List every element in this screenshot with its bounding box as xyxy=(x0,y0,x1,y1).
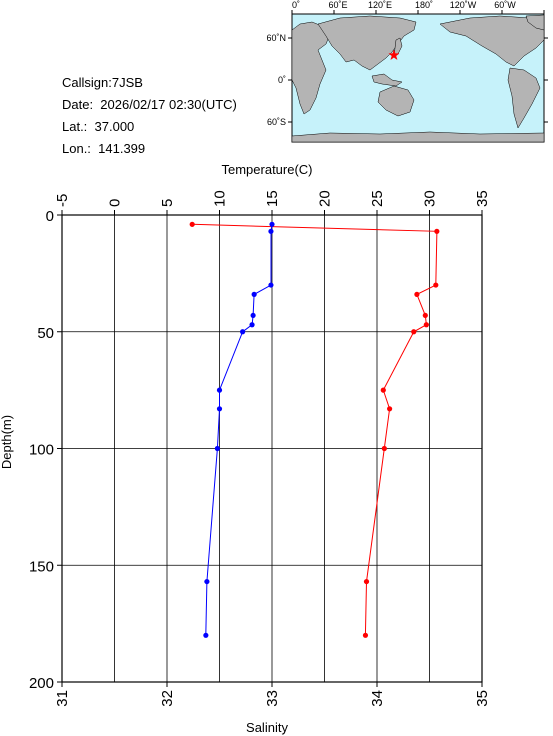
temperature-point xyxy=(414,291,420,297)
temperature-tick-label: 5 xyxy=(159,199,176,207)
map-land-australia xyxy=(377,85,415,117)
salinity-point xyxy=(249,322,255,328)
salinity-point xyxy=(203,632,209,638)
map-land-south-america xyxy=(507,67,541,129)
map-land-antarctica xyxy=(291,131,545,143)
salinity-tick-label: 34 xyxy=(369,690,386,707)
callsign-text: Callsign:7JSB xyxy=(62,75,143,90)
map-land-north-america xyxy=(439,15,545,67)
salinity-point xyxy=(251,291,257,297)
longitude-text: Lon.: 141.399 xyxy=(62,141,146,156)
salinity-point xyxy=(269,221,275,227)
map-land-greenland xyxy=(525,14,545,31)
map-lat-tick-0: 0˚ xyxy=(278,75,286,85)
temperature-tick-label: 35 xyxy=(474,190,491,207)
map-lon-tick-120w: 120˚W xyxy=(450,0,477,10)
temperature-point xyxy=(434,228,440,234)
depth-tick-label: 50 xyxy=(37,325,54,342)
temperature-tick-label: 10 xyxy=(212,190,229,207)
salinity-point xyxy=(250,312,256,319)
temperature-axis-label: Temperature(C) xyxy=(221,162,312,177)
map-frame-ticks xyxy=(288,10,548,123)
salinity-tick-label: 33 xyxy=(264,690,281,707)
depth-tick-label: 150 xyxy=(29,558,54,575)
salinity-point xyxy=(240,329,246,335)
temperature-line xyxy=(192,223,438,636)
temperature-point xyxy=(433,282,439,288)
salinity-point xyxy=(268,228,274,234)
depth-tick-label: 0 xyxy=(46,208,54,225)
temperature-tick-label: 25 xyxy=(369,190,386,207)
star-icon xyxy=(388,49,400,61)
map-lon-tick-180: 180˚ xyxy=(415,0,433,10)
temperature-tick-label: -5 xyxy=(54,194,71,207)
world-map: 0˚ 60˚E 120˚E 180˚ 120˚W 60˚W 60˚N 0˚ 60… xyxy=(266,0,548,143)
temperature-point xyxy=(422,312,428,319)
temperature-point xyxy=(423,322,429,328)
temperature-point xyxy=(381,445,387,452)
temperature-tick-label: 15 xyxy=(264,190,281,207)
map-lon-tick-60e: 60˚E xyxy=(328,0,347,10)
temperature-tick-label: 0 xyxy=(107,199,124,207)
temperature-point xyxy=(380,387,386,393)
temperature-point xyxy=(189,221,195,227)
depth-axis-label: Depth(m) xyxy=(0,415,14,469)
salinity-point xyxy=(216,387,223,393)
map-land-asia xyxy=(317,15,417,71)
depth-tick-label: 200 xyxy=(29,675,54,692)
temperature-point xyxy=(363,578,370,585)
salinity-axis-label: Salinity xyxy=(246,720,288,735)
salinity-point xyxy=(214,445,220,452)
chart-series xyxy=(189,221,440,638)
temperature-point xyxy=(387,406,393,412)
salinity-point xyxy=(204,578,210,585)
map-lat-tick-60n: 60˚N xyxy=(266,33,286,43)
map-lat-tick-60s: 60˚S xyxy=(267,117,286,127)
station-info: Callsign:7JSB Date: 2026/02/17 02:30(UTC… xyxy=(62,72,237,160)
salinity-line xyxy=(205,224,273,636)
latitude-text: Lat.: 37.000 xyxy=(62,119,135,134)
temperature-tick-label: 20 xyxy=(317,190,334,207)
salinity-point xyxy=(268,282,274,288)
salinity-tick-label: 31 xyxy=(54,690,71,707)
map-land-indonesia xyxy=(371,73,403,87)
salinity-tick-label: 32 xyxy=(159,690,176,707)
temperature-tick-label: 30 xyxy=(422,190,439,207)
date-text: Date: 2026/02/17 02:30(UTC) xyxy=(62,97,237,112)
temperature-point xyxy=(362,632,369,638)
temperature-point xyxy=(411,329,417,335)
salinity-point xyxy=(216,406,223,412)
depth-tick-label: 100 xyxy=(29,442,54,459)
map-lon-tick-0: 0˚ xyxy=(292,0,300,10)
map-lon-tick-120e: 120˚E xyxy=(368,0,392,10)
salinity-tick-label: 35 xyxy=(474,690,491,707)
map-lon-tick-60w: 60˚W xyxy=(494,0,516,10)
